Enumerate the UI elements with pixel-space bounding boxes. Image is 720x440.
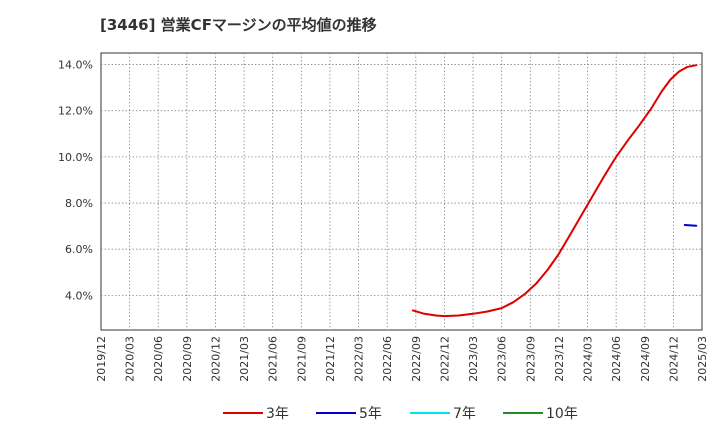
x-tick-label: 2020/03 <box>124 336 137 382</box>
y-tick-label: 8.0% <box>65 197 93 210</box>
legend-label: 7年 <box>453 406 476 422</box>
x-tick-label: 2021/09 <box>295 336 308 382</box>
x-tick-label: 2024/09 <box>639 336 652 382</box>
chart-title: [3446] 営業CFマージンの平均値の推移 <box>100 16 377 34</box>
x-tick-label: 2020/06 <box>152 336 165 382</box>
series-lines <box>411 64 698 318</box>
plot-frame <box>100 52 703 331</box>
x-tick-label: 2022/09 <box>410 336 423 382</box>
x-tick-label: 2023/03 <box>467 336 480 382</box>
x-tick-label: 2021/03 <box>238 336 251 382</box>
x-tick-label: 2024/12 <box>667 336 680 382</box>
legend-label: 10年 <box>546 406 578 422</box>
x-tick-label: 2022/06 <box>381 336 394 382</box>
x-tick-label: 2021/06 <box>267 336 280 382</box>
x-tick-label: 2019/12 <box>95 336 108 382</box>
x-tick-label: 2024/06 <box>610 336 623 382</box>
y-tick-label: 14.0% <box>58 59 93 72</box>
legend-label: 5年 <box>359 406 382 422</box>
y-tick-label: 6.0% <box>65 243 93 256</box>
x-tick-label: 2022/03 <box>353 336 366 382</box>
grid-lines <box>101 53 702 330</box>
y-axis: 4.0% 6.0% 8.0% 10.0% 12.0% 14.0% <box>58 59 93 303</box>
legend: 3年 5年 7年 10年 <box>223 406 578 422</box>
x-tick-label: 2025/03 <box>696 336 709 382</box>
x-tick-label: 2020/12 <box>209 336 222 382</box>
y-tick-label: 10.0% <box>58 151 93 164</box>
x-tick-label: 2020/09 <box>181 336 194 382</box>
x-tick-label: 2023/06 <box>496 336 509 382</box>
legend-label: 3年 <box>266 406 289 422</box>
y-tick-label: 12.0% <box>58 105 93 118</box>
series-line-5年 <box>683 224 698 227</box>
y-tick-label: 4.0% <box>65 289 93 302</box>
x-tick-label: 2024/03 <box>582 336 595 382</box>
x-tick-label: 2021/12 <box>324 336 337 382</box>
x-axis: 2019/12 2020/03 2020/06 2020/09 2020/12 2021/… <box>95 336 709 382</box>
x-tick-label: 2023/09 <box>524 336 537 382</box>
x-tick-label: 2023/12 <box>553 336 566 382</box>
x-tick-label: 2022/12 <box>438 336 451 382</box>
series-line-3年 <box>411 64 698 318</box>
